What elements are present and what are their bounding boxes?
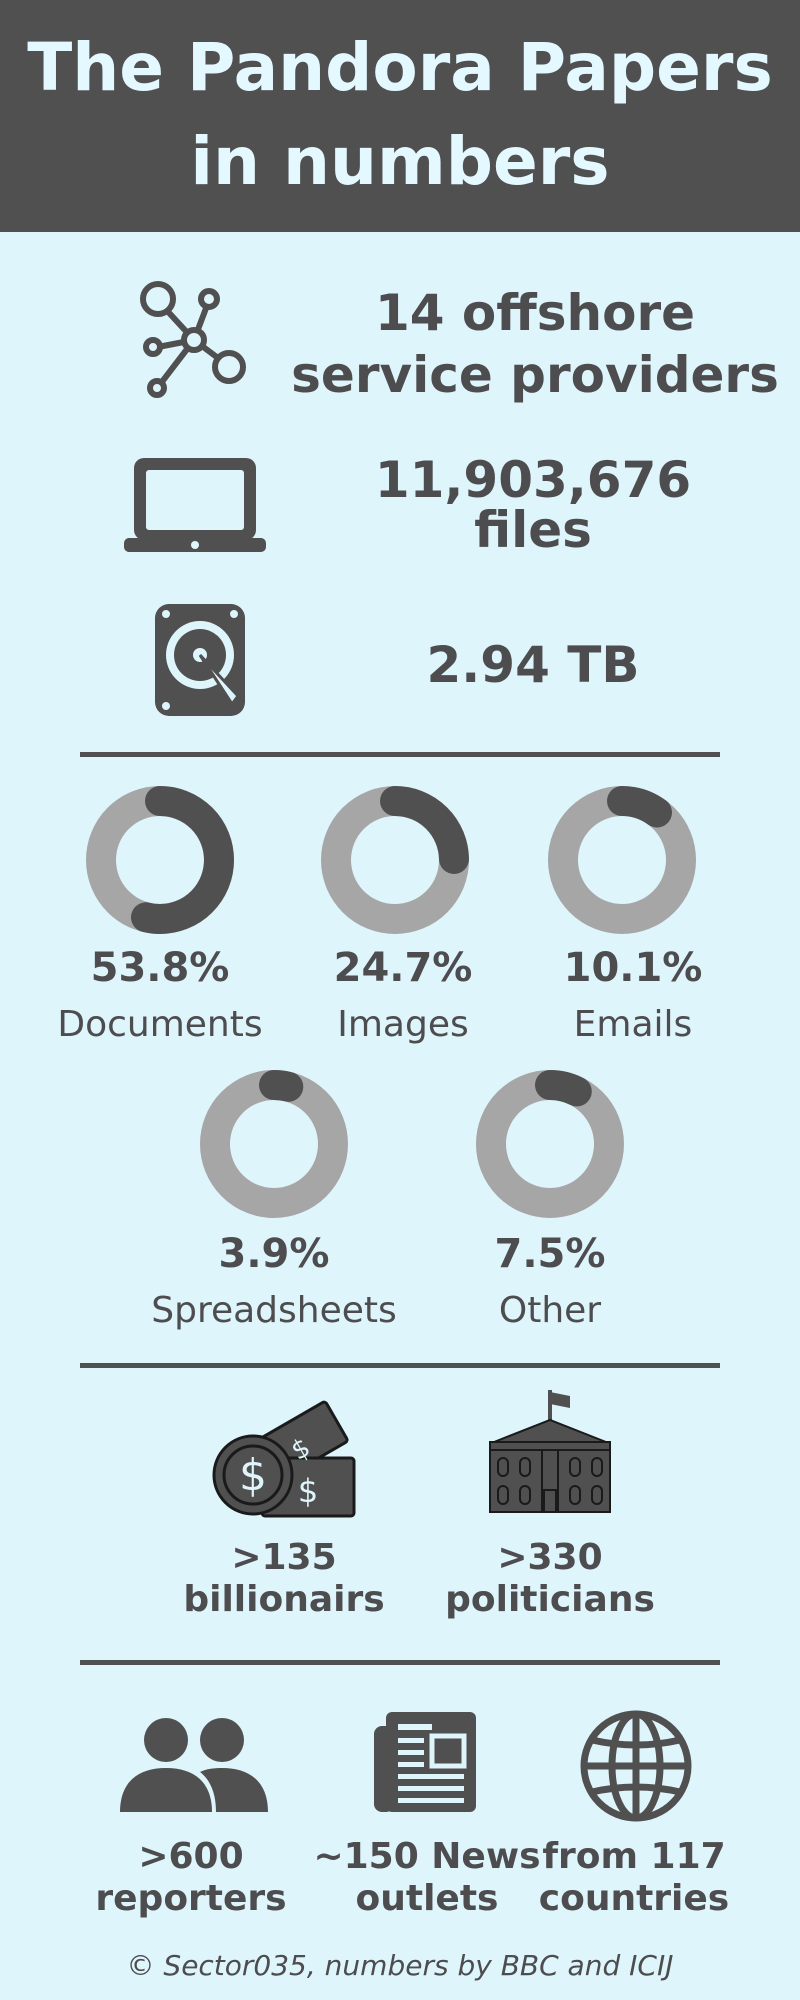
money-icon: $ $ $ [212,1400,356,1518]
network-icon [140,281,246,398]
page-title-line1: The Pandora Papers [27,29,773,106]
files-stat: 11,903,676 files [333,455,733,555]
label-emails: Emails [573,1004,693,1045]
source-credit: © Sector035, numbers by BBC and ICIJ [126,1949,674,1982]
outlets-count: ~150 News [313,1836,541,1877]
files-line2: files [474,501,592,559]
providers-stat: 14 offshore service providers [285,282,785,406]
reporters-label: reporters [95,1878,287,1919]
billionaires-label: billionairs [183,1579,385,1620]
donut-slice-spreadsheets [200,1070,348,1218]
globe-icon [580,1710,692,1822]
laptop-icon [124,458,266,552]
people-icon [120,1718,268,1812]
file-type-donuts [86,786,696,1218]
pct-other: 7.5% [494,1231,606,1277]
divider [80,1363,720,1368]
divider [80,1660,720,1665]
providers-line2: service providers [291,346,779,404]
page-title-line2: in numbers [190,123,610,200]
header-banner: The Pandora Papers in numbers [0,0,800,232]
svg-text:$: $ [298,1472,318,1510]
countries-label: countries [538,1878,730,1919]
outlets-stat: ~150 News outlets [277,1836,577,1920]
pct-spreadsheets: 3.9% [218,1231,330,1277]
reporters-count: >600 [138,1836,244,1877]
label-other: Other [498,1290,602,1331]
label-documents: Documents [57,1004,263,1045]
donut-track-other [476,1070,624,1218]
pct-emails: 10.1% [563,945,703,991]
donut-slice-other [476,1070,624,1218]
newspaper-icon [374,1712,476,1812]
billionaires-count: >135 [231,1537,337,1578]
politicians-count: >330 [497,1537,603,1578]
label-spreadsheets: Spreadsheets [151,1290,397,1331]
donut-slice-documents [86,786,234,934]
pct-images: 24.7% [333,945,473,991]
countries-stat: from 117 countries [484,1836,784,1920]
size-stat: 2.94 TB [426,636,640,694]
government-building-icon [489,1390,611,1513]
svg-text:$: $ [239,1450,267,1501]
outlets-label: outlets [355,1878,499,1919]
hard-drive-icon [155,604,245,716]
pct-documents: 53.8% [90,945,230,991]
reporters-stat: >600 reporters [41,1836,341,1920]
donut-slice-images [321,786,469,934]
politicians-stat: >330 politicians [400,1537,700,1621]
files-line1: 11,903,676 [374,451,692,509]
donut-slice-emails [548,786,696,934]
countries-count: from 117 [542,1836,726,1877]
politicians-label: politicians [445,1579,655,1620]
label-images: Images [337,1004,469,1045]
billionaires-stat: >135 billionairs [134,1537,434,1621]
providers-line1: 14 offshore [374,284,696,342]
divider [80,752,720,757]
donut-track-spreadsheets [200,1070,348,1218]
